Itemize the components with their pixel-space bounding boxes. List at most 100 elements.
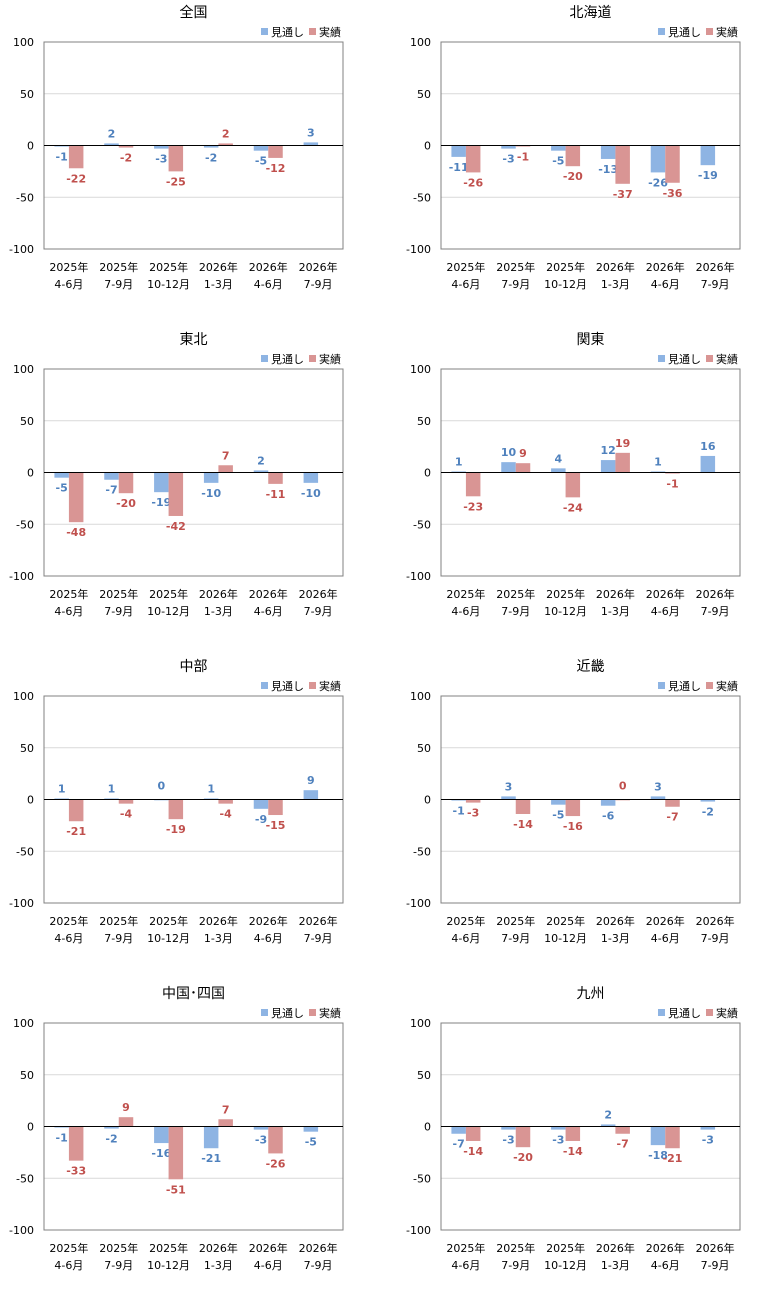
bar-actual bbox=[68, 145, 84, 169]
bar-actual bbox=[515, 463, 531, 473]
x-tick-year: 2026年 bbox=[249, 260, 288, 274]
data-label-forecast: -5 bbox=[552, 809, 564, 822]
data-label-actual: -20 bbox=[116, 497, 136, 510]
x-tick-year: 2025年 bbox=[149, 914, 188, 928]
x-tick-year: 2025年 bbox=[496, 587, 535, 601]
x-tick-period: 4-6月 bbox=[651, 278, 680, 291]
bar-actual bbox=[218, 143, 233, 146]
x-tick-year: 2026年 bbox=[299, 914, 338, 928]
data-label-forecast: -19 bbox=[151, 496, 171, 509]
x-tick-year: 2025年 bbox=[49, 1241, 88, 1255]
bar-forecast bbox=[551, 799, 566, 805]
y-tick-label: 100 bbox=[13, 690, 34, 703]
x-tick-period: 7-9月 bbox=[501, 932, 530, 945]
legend-swatch-actual bbox=[706, 28, 713, 35]
x-tick-year: 2026年 bbox=[646, 587, 685, 601]
data-label-forecast: -3 bbox=[255, 1134, 267, 1147]
x-tick-year: 2025年 bbox=[99, 914, 138, 928]
x-tick-period: 4-6月 bbox=[651, 932, 680, 945]
x-tick-year: 2025年 bbox=[99, 260, 138, 274]
bar-actual bbox=[218, 465, 233, 473]
legend-label-forecast: 見通し bbox=[668, 680, 701, 693]
data-label-forecast: -5 bbox=[255, 155, 267, 168]
legend-label-actual: 実績 bbox=[319, 1006, 341, 1020]
y-tick-label: 0 bbox=[27, 1121, 34, 1134]
legend-swatch-actual bbox=[309, 28, 316, 35]
x-tick-year: 2025年 bbox=[446, 260, 485, 274]
legend-label-forecast: 見通し bbox=[271, 1007, 304, 1020]
chart-title: 北海道 bbox=[570, 5, 612, 21]
bar-actual bbox=[515, 1126, 531, 1148]
data-label-forecast: 2 bbox=[257, 454, 265, 467]
x-tick-year: 2026年 bbox=[646, 260, 685, 274]
data-label-actual: -33 bbox=[66, 1165, 86, 1178]
x-tick-period: 4-6月 bbox=[54, 278, 83, 291]
data-label-forecast: -1 bbox=[56, 1132, 68, 1145]
data-label-actual: 19 bbox=[615, 437, 630, 450]
x-tick-period: 4-6月 bbox=[651, 605, 680, 618]
bar-forecast bbox=[451, 799, 466, 801]
y-tick-label: 50 bbox=[417, 88, 431, 101]
x-tick-year: 2025年 bbox=[49, 587, 88, 601]
x-tick-year: 2026年 bbox=[596, 587, 635, 601]
x-tick-year: 2025年 bbox=[546, 1241, 585, 1255]
data-label-actual: -24 bbox=[563, 501, 583, 514]
y-tick-label: 50 bbox=[20, 88, 34, 101]
x-tick-period: 1-3月 bbox=[601, 605, 630, 618]
data-label-forecast: 3 bbox=[654, 780, 662, 793]
legend-swatch-actual bbox=[706, 355, 713, 362]
bar-forecast bbox=[154, 145, 169, 149]
legend-label-forecast: 見通し bbox=[668, 1007, 701, 1020]
data-label-forecast: -7 bbox=[453, 1138, 465, 1151]
x-tick-period: 10-12月 bbox=[147, 932, 190, 945]
data-label-forecast: -3 bbox=[155, 153, 167, 166]
x-tick-year: 2026年 bbox=[696, 914, 735, 928]
bar-forecast bbox=[650, 145, 666, 173]
y-tick-label: -50 bbox=[16, 1172, 34, 1185]
bar-forecast bbox=[451, 145, 466, 157]
bar-forecast bbox=[303, 472, 319, 483]
x-tick-period: 7-9月 bbox=[501, 605, 530, 618]
chart-title: 近畿 bbox=[577, 659, 605, 675]
bar-actual bbox=[168, 1126, 184, 1180]
legend-label-forecast: 見通し bbox=[668, 26, 701, 39]
data-label-actual: -48 bbox=[66, 526, 86, 539]
bar-forecast bbox=[700, 455, 716, 473]
x-tick-year: 2026年 bbox=[596, 260, 635, 274]
legend-label-forecast: 見通し bbox=[271, 26, 304, 39]
data-label-actual: -7 bbox=[617, 1138, 629, 1151]
data-label-forecast: -9 bbox=[255, 813, 267, 826]
bar-forecast bbox=[700, 145, 716, 166]
data-label-actual: -21 bbox=[66, 825, 86, 838]
data-label-actual: -15 bbox=[266, 819, 286, 832]
x-tick-period: 7-9月 bbox=[701, 278, 730, 291]
bar-actual bbox=[68, 1126, 84, 1161]
bar-forecast bbox=[253, 470, 269, 473]
legend-label-forecast: 見通し bbox=[271, 680, 304, 693]
data-label-actual: -1 bbox=[517, 151, 529, 164]
data-label-forecast: -2 bbox=[105, 1133, 117, 1146]
bar-actual bbox=[68, 472, 84, 523]
x-tick-year: 2025年 bbox=[446, 1241, 485, 1255]
data-label-forecast: 1 bbox=[58, 782, 66, 795]
x-tick-period: 4-6月 bbox=[651, 1259, 680, 1272]
x-tick-period: 7-9月 bbox=[304, 932, 333, 945]
bar-actual bbox=[218, 1119, 233, 1127]
y-tick-label: -50 bbox=[413, 518, 431, 531]
data-label-actual: -26 bbox=[463, 176, 483, 189]
data-label-forecast: 1 bbox=[455, 455, 463, 468]
bar-actual bbox=[465, 799, 481, 803]
data-label-forecast: -10 bbox=[301, 487, 321, 500]
data-label-actual: -11 bbox=[266, 488, 286, 501]
data-label-actual: -21 bbox=[663, 1152, 683, 1165]
bar-forecast bbox=[600, 460, 616, 473]
y-tick-label: 0 bbox=[424, 1121, 431, 1134]
data-label-actual: -51 bbox=[166, 1183, 186, 1196]
x-tick-period: 4-6月 bbox=[254, 1259, 283, 1272]
x-tick-year: 2026年 bbox=[596, 914, 635, 928]
bar-forecast bbox=[203, 798, 219, 800]
chart-legend: 見通し 実績 bbox=[658, 1006, 738, 1020]
data-label-forecast: 16 bbox=[700, 440, 716, 453]
x-tick-period: 7-9月 bbox=[104, 932, 133, 945]
